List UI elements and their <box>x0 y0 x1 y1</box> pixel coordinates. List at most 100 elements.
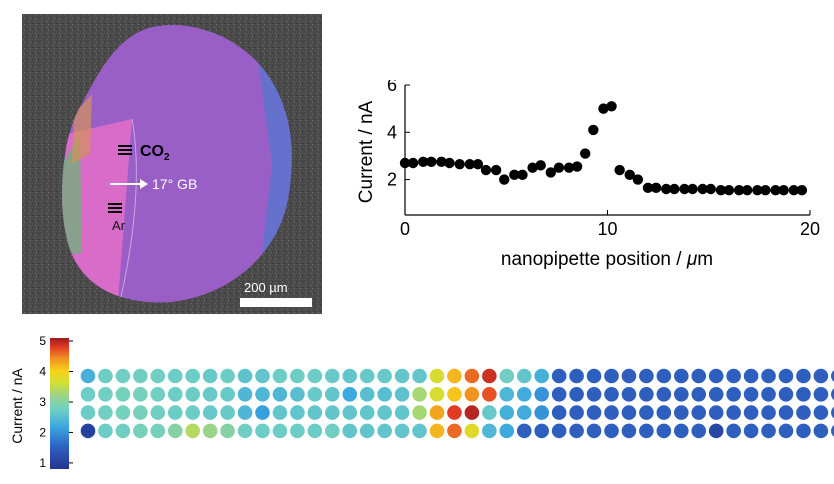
current-dot <box>639 387 654 402</box>
current-dot <box>499 387 515 402</box>
current-dot <box>726 405 741 420</box>
current-dot <box>796 368 811 384</box>
current-dot <box>202 387 218 402</box>
current-dot <box>621 405 637 420</box>
current-dot <box>359 387 375 402</box>
current-dot <box>621 423 637 439</box>
scatter-point <box>426 156 437 168</box>
current-dot <box>831 425 834 437</box>
current-dot <box>778 387 794 402</box>
colorbar-label: Current / nA <box>9 368 25 444</box>
current-dot <box>516 405 532 420</box>
current-dot <box>708 368 724 384</box>
current-dot <box>499 423 515 439</box>
current-dot <box>133 423 148 439</box>
current-dot <box>586 423 602 439</box>
scatter-point <box>715 184 727 196</box>
current-dot <box>202 368 218 384</box>
current-dot <box>831 406 834 419</box>
gb-arrow <box>110 179 148 189</box>
current-dot <box>429 368 445 384</box>
scatter-point <box>517 169 528 181</box>
current-dot <box>447 387 462 402</box>
current-dot <box>604 368 619 384</box>
scatter-point <box>535 160 546 171</box>
colorbar <box>50 338 69 469</box>
current-dot <box>761 387 776 402</box>
current-dot <box>639 405 654 420</box>
current-dot <box>272 405 288 420</box>
scatter-point <box>418 156 429 168</box>
current-dot <box>516 387 532 402</box>
current-dot <box>394 387 410 402</box>
scatter-point <box>742 184 753 196</box>
x-axis-label: nanopipette position / μm <box>501 249 713 270</box>
current-dot <box>394 423 410 439</box>
current-dot <box>482 368 497 384</box>
current-dot <box>80 405 96 420</box>
scatter-point <box>407 157 419 169</box>
current-dot <box>708 387 724 402</box>
current-dot <box>482 405 497 420</box>
scatter-point <box>436 156 447 168</box>
gb-label: 17° GB <box>152 176 197 192</box>
scatter-point <box>642 182 654 194</box>
current-dot <box>394 405 410 420</box>
current-dot <box>639 368 654 384</box>
scatter-point <box>490 164 502 176</box>
current-dot <box>220 423 235 439</box>
current-dot <box>220 405 235 420</box>
current-dot <box>656 368 672 384</box>
current-dot <box>115 387 131 402</box>
current-dot <box>534 423 549 439</box>
current-dot <box>761 368 776 384</box>
current-dot <box>185 423 200 439</box>
scatter-point <box>760 184 771 196</box>
dot-grid <box>80 368 834 439</box>
current-dot <box>202 405 218 420</box>
scatter-point <box>788 184 799 196</box>
current-dot <box>412 423 427 439</box>
colorbar-tick-label: 1 <box>39 456 46 470</box>
current-dot <box>98 405 113 420</box>
current-dot <box>80 423 96 439</box>
x-tick-label: 20 <box>800 219 820 239</box>
current-dot <box>185 405 200 420</box>
scatter-point <box>796 184 808 196</box>
current-dot <box>831 370 834 382</box>
grain-boundary-line <box>116 118 137 303</box>
current-dot <box>447 423 462 439</box>
x-tick-label: 10 <box>597 219 617 239</box>
current-dot <box>674 405 689 420</box>
current-dot <box>569 368 584 384</box>
current-dot <box>743 387 759 402</box>
current-dot <box>167 387 183 402</box>
current-dot <box>220 387 235 402</box>
current-dot <box>604 423 619 439</box>
scatter-point <box>624 169 635 181</box>
current-dot <box>778 405 794 420</box>
current-dot <box>150 368 166 384</box>
current-dot <box>569 405 584 420</box>
scatter-point <box>499 174 510 185</box>
current-dot <box>237 368 253 384</box>
current-dot <box>342 423 358 439</box>
current-dot <box>691 405 707 420</box>
current-dot <box>359 405 375 420</box>
current-dot <box>325 405 340 420</box>
current-dot <box>796 405 811 420</box>
current-dot <box>237 387 253 402</box>
scatter-point <box>650 182 662 194</box>
scatter-point <box>472 158 484 170</box>
current-dot <box>412 405 427 420</box>
current-dot <box>167 405 183 420</box>
current-dot <box>342 368 358 384</box>
current-dot <box>639 423 654 439</box>
current-dot <box>691 368 707 384</box>
scatter-point <box>598 103 609 114</box>
current-dot <box>464 387 480 402</box>
scatter-point <box>606 101 617 112</box>
scatter-point <box>770 184 781 196</box>
current-dot <box>621 368 637 384</box>
current-dot <box>813 387 829 402</box>
